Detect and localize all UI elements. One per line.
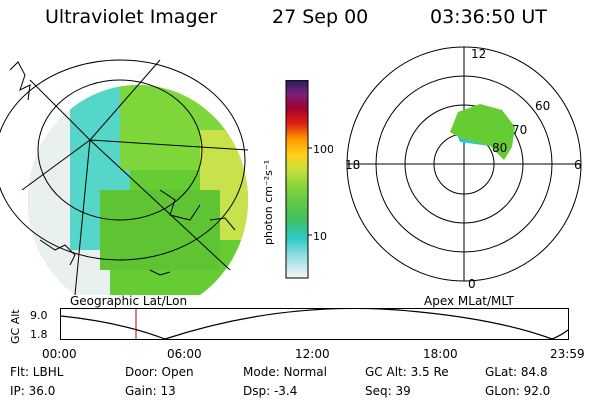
lat-label-80: 80	[492, 141, 507, 155]
lat-label-70: 70	[512, 123, 527, 137]
filter-info: Flt: LBHL	[10, 365, 64, 379]
gc-alt-x-tick-1200: 12:00	[295, 347, 330, 361]
gc-alt-tick-high: 9.0	[30, 309, 48, 322]
door-info: Door: Open	[125, 365, 194, 379]
lat-label-60: 60	[535, 99, 550, 113]
gc-alt-x-tick-1800: 18:00	[423, 347, 458, 361]
apex-caption: Apex MLat/MLT	[424, 294, 514, 308]
gain-info: Gain: 13	[125, 384, 176, 398]
gc-alt-plot	[60, 308, 569, 340]
gc-alt-tick-low: 1.8	[30, 328, 48, 341]
geographic-caption: Geographic Lat/Lon	[70, 294, 188, 308]
time-label: 03:36:50 UT	[430, 6, 547, 28]
mlt-label-0: 0	[468, 277, 476, 291]
colorbar-unit-label: photon cm⁻²s⁻¹	[262, 159, 275, 245]
mlt-label-18: 18	[345, 158, 360, 172]
gc-alt-info: GC Alt: 3.5 Re	[365, 365, 449, 379]
ip-info: IP: 36.0	[10, 384, 56, 398]
instrument-title: Ultraviolet Imager	[45, 6, 218, 28]
date-label: 27 Sep 00	[272, 6, 369, 28]
gc-alt-axis-title: GC Alt	[9, 309, 22, 344]
gc-alt-x-tick-0600: 06:00	[167, 347, 202, 361]
colorbar-tick-10: 10	[313, 230, 327, 243]
seq-info: Seq: 39	[365, 384, 411, 398]
glon-info: GLon: 92.0	[485, 384, 551, 398]
mode-info: Mode: Normal	[243, 365, 327, 379]
gc-alt-x-tick-2359: 23:59	[550, 347, 585, 361]
dsp-info: Dsp: -3.4	[243, 384, 298, 398]
intensity-colorbar: 100 10	[285, 80, 333, 279]
gc-alt-x-tick-0000: 00:00	[42, 347, 77, 361]
geographic-image-panel	[0, 59, 249, 295]
mlt-label-12: 12	[471, 47, 486, 61]
apex-polar-panel: 12 18 6 0 60 70 80	[345, 46, 582, 291]
colorbar-tick-100: 100	[313, 143, 333, 156]
glat-info: GLat: 84.8	[485, 365, 548, 379]
mlt-label-6: 6	[574, 158, 582, 172]
